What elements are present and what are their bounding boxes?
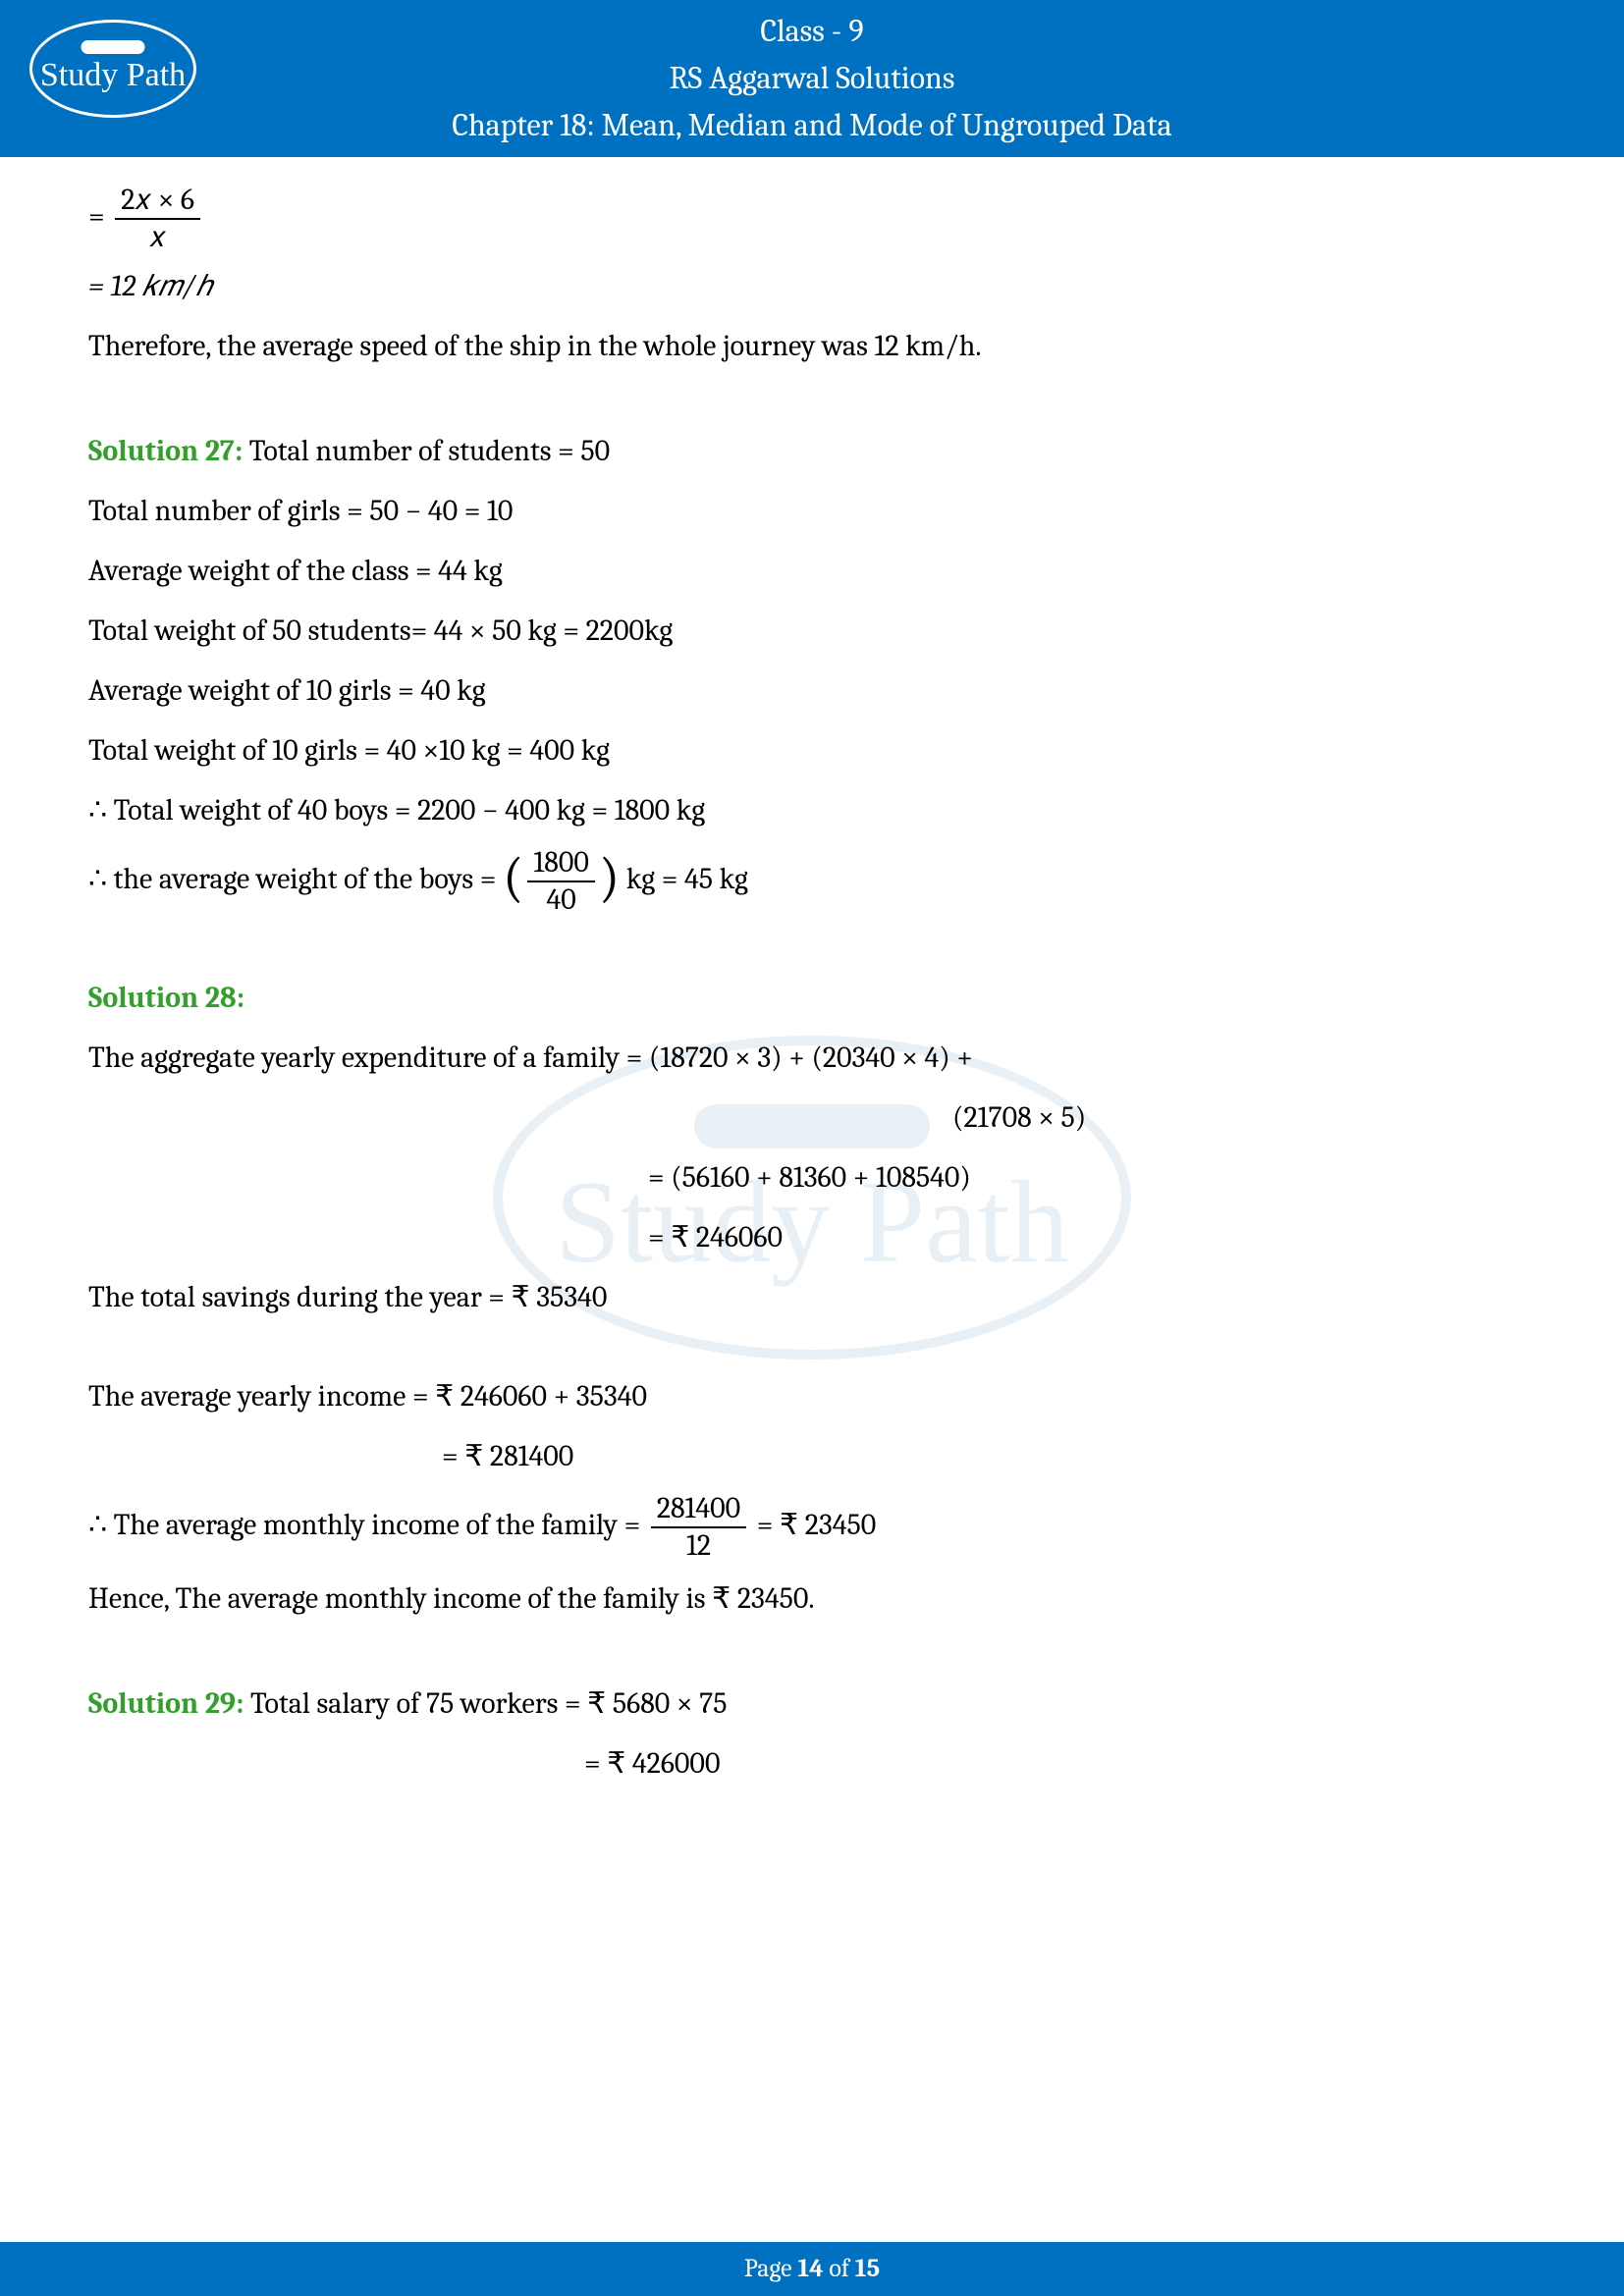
text-line: ∴ Total weight of 40 boys = 2200 − 400 k… xyxy=(88,785,1536,835)
solution-27-block: Solution 27: Total number of students = … xyxy=(88,426,1536,476)
page-current: 14 xyxy=(797,2254,823,2283)
eq-fraction-line: = 2𝑥 × 6 𝑥 xyxy=(88,183,1536,255)
solution-label: Solution 27: xyxy=(88,434,243,468)
solution-label: Solution 29: xyxy=(88,1686,244,1721)
text-line: The aggregate yearly expenditure of a fa… xyxy=(88,1033,1536,1083)
text-line: = ₹ 426000 xyxy=(88,1738,1536,1789)
text-line: Average weight of 10 girls = 40 kg xyxy=(88,666,1536,716)
solution-label: Solution 28: xyxy=(88,981,244,1015)
text-line: = (56160 + 81360 + 108540) xyxy=(88,1152,1536,1202)
text-line: (21708 × 5) xyxy=(88,1093,1536,1143)
page-header: Study Path Class - 9 RS Aggarwal Solutio… xyxy=(0,0,1624,157)
logo-text: Study Path xyxy=(40,47,186,104)
fraction-numerator: 1800 xyxy=(527,845,594,882)
text-line: Total weight of 10 girls = 40 ×10 kg = 4… xyxy=(88,725,1536,775)
fraction-numerator: 281400 xyxy=(651,1491,746,1528)
fraction-denominator: 40 xyxy=(540,882,581,918)
text-line: Average weight of the class = 44 kg xyxy=(88,546,1536,596)
fraction-numerator: 2𝑥 × 6 xyxy=(115,183,200,220)
eq-conclusion: Therefore, the average speed of the ship… xyxy=(88,321,1536,371)
class-label: Class - 9 xyxy=(29,8,1595,55)
text-line: = ₹ 246060 xyxy=(88,1212,1536,1262)
chapter-title: Chapter 18: Mean, Median and Mode of Ung… xyxy=(29,102,1595,149)
text-line: Total weight of 50 students= 44 × 50 kg … xyxy=(88,606,1536,656)
eq-result: = 12 𝑘𝑚/ℎ xyxy=(88,261,1536,311)
text-line: ∴ the average weight of the boys = ( 180… xyxy=(88,845,1536,918)
text-line: Total number of girls = 50 − 40 = 10 xyxy=(88,486,1536,536)
page-total: 15 xyxy=(855,2254,880,2283)
text-line: ∴ The average monthly income of the fami… xyxy=(88,1491,1536,1564)
fraction-denominator: 12 xyxy=(680,1528,717,1564)
header-title-block: Class - 9 RS Aggarwal Solutions Chapter … xyxy=(29,8,1595,149)
text-line: The total savings during the year = ₹ 35… xyxy=(88,1272,1536,1322)
page-footer: Page 14 of 15 xyxy=(0,2242,1624,2296)
logo: Study Path xyxy=(29,20,196,118)
fraction-denominator: 𝑥 xyxy=(143,220,172,255)
solution-28-block: Solution 28: xyxy=(88,973,1536,1023)
text-line: The average yearly income = ₹ 246060 + 3… xyxy=(88,1371,1536,1421)
solution-29-block: Solution 29: Total salary of 75 workers … xyxy=(88,1679,1536,1729)
text-line: Hence, The average monthly income of the… xyxy=(88,1574,1536,1624)
text-line: = ₹ 281400 xyxy=(88,1431,1536,1481)
book-title: RS Aggarwal Solutions xyxy=(29,55,1595,102)
